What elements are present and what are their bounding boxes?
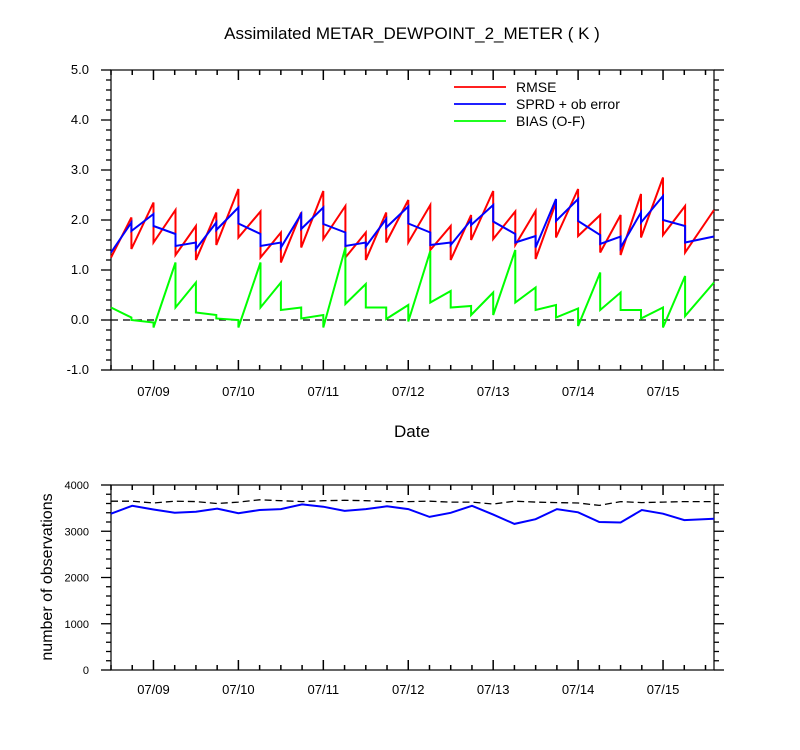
series-sprd-ob-error — [110, 193, 715, 254]
x-tick-label: 07/15 — [647, 682, 680, 697]
y-tick-label: 1000 — [65, 619, 89, 631]
x-tick-label: 07/14 — [562, 384, 595, 399]
x-tick-label: 07/11 — [308, 384, 340, 399]
x-tick-label: 07/10 — [222, 384, 255, 399]
x-tick-label: 07/14 — [562, 682, 595, 697]
bottom-plot: 07/09 07/10 07/11 07/12 07/13 07/14 07/15 0 1000… — [65, 480, 724, 697]
x-tick-label: 07/12 — [392, 682, 425, 697]
x-tick-label: 07/11 — [308, 682, 340, 697]
y-tick-label: 3000 — [65, 526, 89, 538]
y-tick-label: 3.0 — [71, 162, 89, 177]
y-tick-label: 0 — [83, 665, 89, 677]
legend-label: RMSE — [516, 79, 556, 95]
y-tick-label: 0.0 — [71, 312, 89, 327]
top-plot: 07/09 07/10 07/11 07/12 07/13 07/14 07/15 -1.0 0… — [67, 62, 724, 399]
legend-label: BIAS (O-F) — [516, 113, 585, 129]
y-tick-label: 4000 — [65, 480, 89, 492]
x-tick-label: 07/13 — [477, 682, 510, 697]
y-tick-label: 1.0 — [71, 262, 89, 277]
series-line-1 — [110, 503, 715, 525]
x-tick-label: 07/10 — [222, 682, 255, 697]
x-tick-label: 07/12 — [392, 384, 425, 399]
x-tick-label: 07/09 — [137, 384, 170, 399]
plot-frame — [110, 484, 715, 671]
y-tick-label: -1.0 — [67, 362, 89, 377]
y-tick-label: 2.0 — [71, 212, 89, 227]
x-tick-label: 07/13 — [477, 384, 510, 399]
x-tick-label: 07/15 — [647, 384, 680, 399]
legend-label: SPRD + ob error — [516, 96, 620, 112]
x-axis-label: Date — [394, 422, 430, 441]
chart-title: Assimilated METAR_DEWPOINT_2_METER ( K ) — [224, 24, 600, 43]
x-tick-label: 07/09 — [137, 682, 170, 697]
y-tick-label: 2000 — [65, 573, 89, 585]
series-bias-o-f — [110, 247, 715, 328]
y-axis-label-bottom: number of observations — [39, 493, 56, 660]
y-tick-label: 4.0 — [71, 112, 89, 127]
series-line-0 — [111, 499, 714, 507]
y-tick-label: 5.0 — [71, 62, 89, 77]
series-rmse — [110, 177, 715, 263]
plot-frame — [110, 69, 715, 371]
